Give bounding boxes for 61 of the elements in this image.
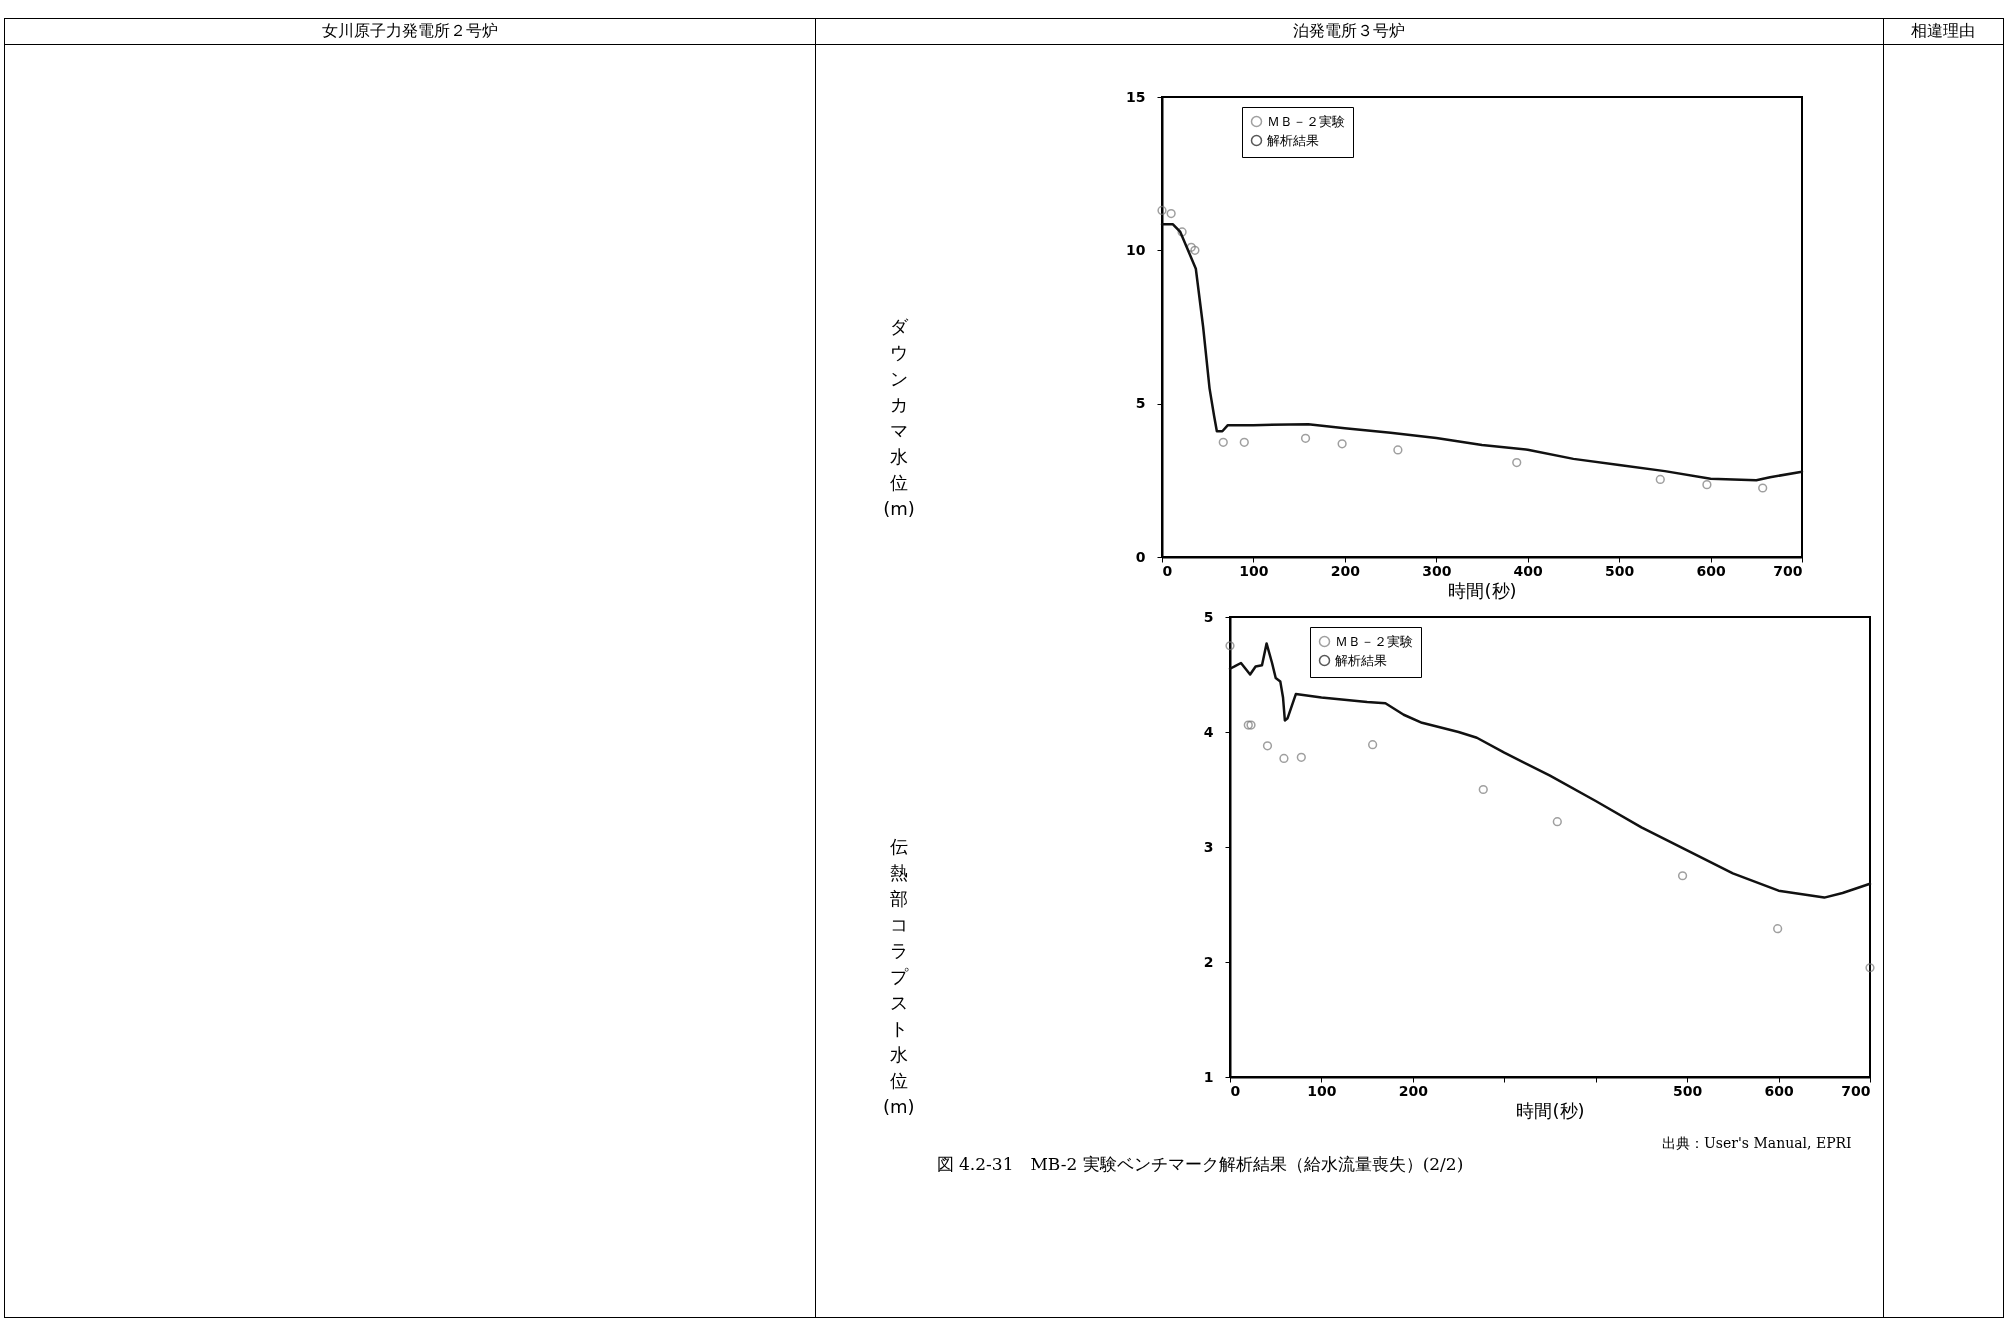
- x-tick-label: 700: [1772, 562, 1803, 579]
- text: 女川原子力発電所２号炉: [4, 18, 816, 45]
- x-tick-label: 500: [1672, 1082, 1703, 1099]
- x-tick-label: 200: [1398, 1082, 1428, 1099]
- y-tick-label: 5: [1203, 608, 1214, 625]
- y-tick-label: 15: [1125, 88, 1146, 105]
- x-axis-title: 時間(秒): [1448, 579, 1517, 601]
- point: [1865, 963, 1875, 973]
- line-series: [1160, 223, 1803, 482]
- x-tick-label: 100: [1238, 562, 1269, 579]
- x-tick-label: 400: [1513, 562, 1543, 579]
- y-tick-label: 0: [1135, 548, 1146, 565]
- x-tick-label: 600: [1696, 562, 1726, 579]
- y-tick-label: 10: [1125, 241, 1146, 258]
- point: [1239, 437, 1249, 447]
- text: 相違理由: [1883, 18, 2004, 45]
- point: [1189, 245, 1200, 255]
- source-note: 出典：User's Manual, EPRI: [1661, 1135, 1852, 1153]
- point: [1337, 439, 1347, 449]
- x-tick-label: 500: [1604, 562, 1635, 579]
- point: [1392, 445, 1403, 455]
- x-tick-label: 300: [1421, 562, 1452, 579]
- point: [1262, 741, 1272, 751]
- point: [1278, 753, 1289, 764]
- point: [1157, 205, 1167, 216]
- legend-label: 解析結果: [1266, 132, 1319, 148]
- point: [1552, 817, 1562, 827]
- point: [1655, 474, 1665, 485]
- legend-label: 解析結果: [1334, 652, 1387, 668]
- y-tick-label: 1: [1203, 1068, 1214, 1085]
- x-tick-label: 100: [1306, 1082, 1337, 1099]
- legend-label: ＭＢ－２実験: [1334, 633, 1413, 649]
- x-tick-label: 200: [1330, 562, 1360, 579]
- point: [1677, 871, 1687, 881]
- y-tick-label: 5: [1135, 395, 1146, 412]
- point: [1218, 437, 1228, 447]
- point: [1511, 457, 1522, 468]
- point: [1757, 483, 1767, 493]
- point: [1225, 641, 1235, 651]
- y-tick-label: 3: [1203, 838, 1214, 855]
- caption: 図 4.2-31 MB-2 実験ベンチマーク解析結果（給水流量喪失）(2/2): [936, 1153, 1465, 1176]
- point: [1772, 924, 1782, 934]
- x-axis-title: 時間(秒): [1516, 1099, 1585, 1121]
- point: [1300, 433, 1310, 443]
- text: 泊発電所３号炉: [815, 18, 1884, 45]
- point: [1478, 784, 1488, 795]
- y-axis-title: ダウンカマ水位(m): [882, 315, 915, 519]
- y-tick-label: 2: [1203, 953, 1214, 970]
- point: [1177, 227, 1187, 237]
- point: [1367, 740, 1377, 750]
- x-tick-label: 700: [1840, 1082, 1871, 1099]
- text: 伝熱部コラプスト水位(m): [882, 835, 915, 1117]
- x-tick-label: 600: [1764, 1082, 1794, 1099]
- y-tick-label: 4: [1203, 723, 1214, 740]
- legend-label: ＭＢ－２実験: [1266, 113, 1345, 129]
- point: [1296, 752, 1306, 762]
- point: [1701, 480, 1712, 490]
- point: [1186, 242, 1196, 252]
- x-tick-label: 0: [1162, 562, 1173, 579]
- point: [1166, 208, 1176, 219]
- x-tick-label: 0: [1230, 1082, 1241, 1099]
